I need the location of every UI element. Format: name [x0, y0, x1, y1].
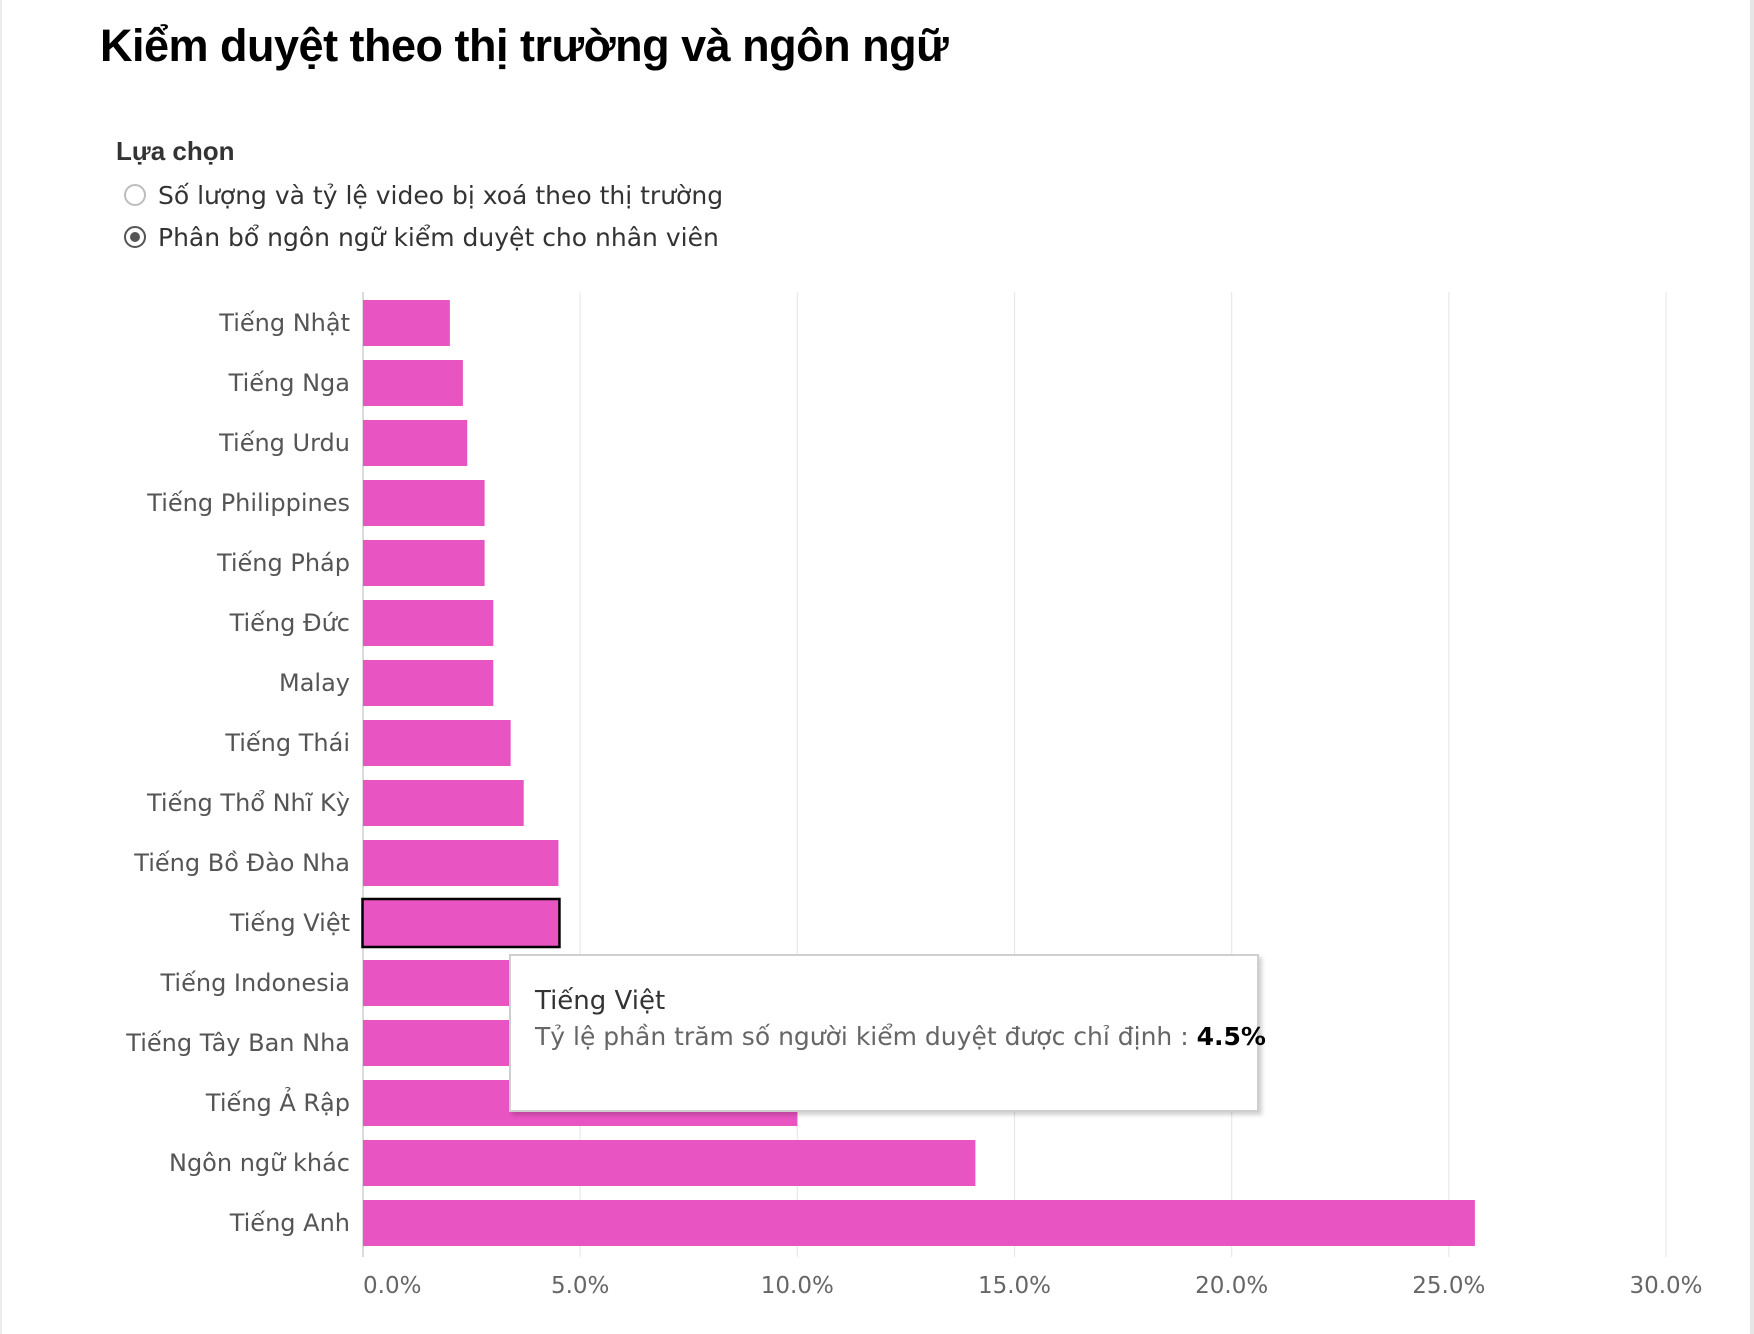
bar[interactable]	[363, 1200, 1475, 1246]
radio-option-language-distribution[interactable]: Phân bổ ngôn ngữ kiểm duyệt cho nhân viê…	[116, 216, 723, 258]
tooltip-value: 4.5%	[1196, 1022, 1266, 1051]
category-label: Tiếng Thái	[224, 729, 350, 757]
category-label: Tiếng Ả Rập	[205, 1086, 350, 1117]
x-tick-label: 20.0%	[1195, 1273, 1268, 1299]
category-label: Tiếng Urdu	[218, 429, 350, 457]
radio-option-label: Phân bổ ngôn ngữ kiểm duyệt cho nhân viê…	[158, 222, 719, 252]
category-label: Tiếng Indonesia	[160, 969, 351, 997]
left-border	[0, 0, 2, 1334]
category-label: Ngôn ngữ khác	[169, 1149, 350, 1177]
radio-checked-icon[interactable]	[124, 226, 146, 248]
tooltip: Tiếng Việt Tỷ lệ phần trăm số người kiểm…	[509, 954, 1266, 1112]
bar-highlight-outline	[361, 897, 561, 949]
right-scrollbar-edge	[1750, 0, 1754, 1334]
bar[interactable]	[363, 840, 559, 886]
bar[interactable]	[363, 480, 485, 526]
x-tick-label: 30.0%	[1629, 1273, 1702, 1299]
category-label: Tiếng Nhật	[218, 309, 350, 337]
bar[interactable]	[363, 900, 559, 946]
x-tick-label: 15.0%	[978, 1273, 1051, 1299]
x-tick-label: 5.0%	[551, 1273, 609, 1299]
radio-option-removed-videos[interactable]: Số lượng và tỷ lệ video bị xoá theo thị …	[116, 174, 723, 216]
x-axis-tick-layer: 0.0% 5.0% 10.0% 15.0% 20.0% 25.0% 30.0%	[363, 1273, 1703, 1299]
bar[interactable]	[363, 660, 494, 706]
category-label-layer: Tiếng Nhật Tiếng Nga Tiếng Urdu Tiếng Phili…	[125, 309, 350, 1237]
category-label: Tiếng Việt	[229, 909, 350, 937]
bar[interactable]	[363, 600, 494, 646]
category-label: Tiếng Philippines	[146, 489, 350, 517]
bar[interactable]	[363, 420, 468, 466]
category-label: Tiếng Nga	[228, 369, 350, 397]
category-label: Tiếng Đức	[229, 609, 350, 637]
category-label: Tiếng Anh	[229, 1209, 350, 1237]
bar[interactable]	[363, 360, 463, 406]
bar[interactable]	[363, 780, 524, 826]
selector-label: Lựa chọn	[116, 136, 235, 166]
category-label: Tiếng Thổ Nhĩ Kỳ	[146, 789, 350, 817]
category-label: Tiếng Bồ Đào Nha	[133, 849, 350, 877]
category-label: Malay	[279, 669, 350, 697]
tooltip-measure: Tỷ lệ phần trăm số người kiểm duyệt được…	[535, 1022, 1266, 1051]
page-title: Kiểm duyệt theo thị trường và ngôn ngữ	[100, 20, 949, 71]
bar[interactable]	[363, 720, 511, 766]
radio-option-label: Số lượng và tỷ lệ video bị xoá theo thị …	[158, 180, 724, 210]
bar[interactable]	[363, 1140, 976, 1186]
view-selector: Lựa chọn Số lượng và tỷ lệ video bị xoá …	[116, 134, 723, 258]
x-tick-label: 25.0%	[1412, 1273, 1485, 1299]
bar[interactable]	[363, 540, 485, 586]
radio-unchecked-icon[interactable]	[124, 184, 146, 206]
x-tick-label: 10.0%	[761, 1273, 834, 1299]
tooltip-measure-label: Tỷ lệ phần trăm số người kiểm duyệt được…	[535, 1022, 1189, 1051]
bar[interactable]	[363, 300, 450, 346]
category-label: Tiếng Pháp	[216, 549, 350, 577]
x-tick-label: 0.0%	[363, 1273, 421, 1299]
tooltip-title: Tiếng Việt	[535, 986, 666, 1016]
category-label: Tiếng Tây Ban Nha	[125, 1029, 350, 1057]
bar-layer	[361, 300, 1475, 1246]
